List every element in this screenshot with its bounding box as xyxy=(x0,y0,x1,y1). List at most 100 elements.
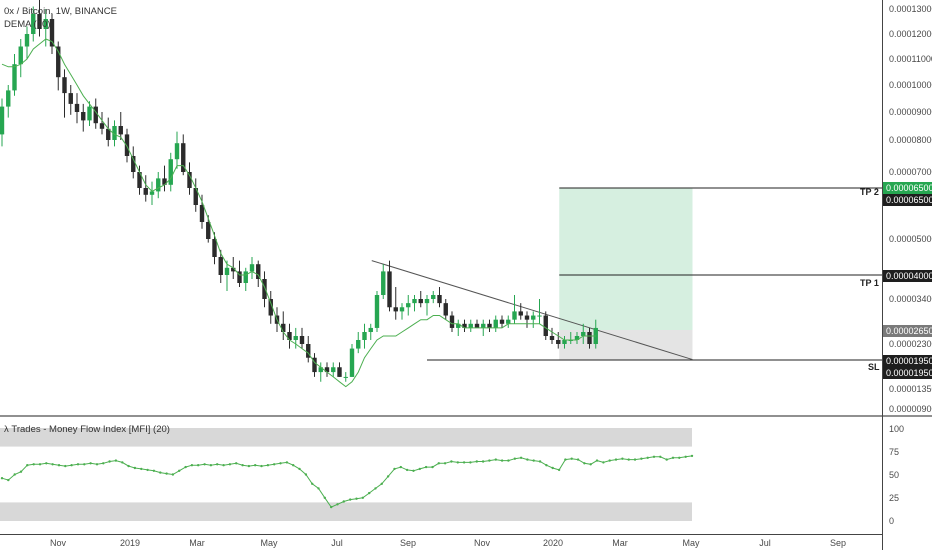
candle-down xyxy=(287,323,292,349)
candle-up xyxy=(574,332,580,344)
target-zone[interactable] xyxy=(559,188,693,330)
mfi-point xyxy=(146,468,149,472)
candle-down xyxy=(393,287,398,320)
candle-up xyxy=(399,303,405,320)
candle-down xyxy=(462,319,467,332)
mfi-point xyxy=(443,462,447,465)
candle-body xyxy=(187,172,192,188)
candle-down xyxy=(268,291,273,324)
mfi-axis[interactable]: 100 75 50 25 0 xyxy=(889,424,904,526)
candle-body xyxy=(299,336,305,344)
candle-up xyxy=(381,264,386,299)
mfi-point xyxy=(51,463,54,466)
candle-down xyxy=(418,291,423,308)
stop-zone[interactable] xyxy=(559,330,693,360)
candle-body xyxy=(462,323,467,328)
mfi-title: λ Trades - Money Flow Index [MFI] (20) xyxy=(4,424,170,435)
time-tick: May xyxy=(260,538,278,548)
candle-down xyxy=(137,165,142,195)
candle-up xyxy=(168,152,173,192)
mfi-point xyxy=(589,463,592,466)
candle-body xyxy=(293,336,298,340)
candle-down xyxy=(262,271,267,308)
mfi-point xyxy=(576,458,580,461)
mfi-point xyxy=(203,463,206,466)
chart-title: 0x / Bitcoin, 1W, BINANCE xyxy=(4,6,117,17)
candle-body xyxy=(87,106,92,121)
mfi-point xyxy=(481,460,485,463)
candle-up xyxy=(349,344,355,377)
candle-up xyxy=(506,315,511,328)
price-tick: 0.00013000 xyxy=(889,4,932,14)
candle-body xyxy=(224,267,230,275)
candle-body xyxy=(449,315,455,328)
price-axis[interactable]: 0.00013000 0.00012000 0.00011000 0.00010… xyxy=(889,4,932,414)
candle-up xyxy=(112,120,117,147)
mfi-point xyxy=(646,456,649,459)
mfi-point xyxy=(57,464,61,467)
candle-body xyxy=(481,323,486,328)
candle-body xyxy=(156,178,161,192)
candle-body xyxy=(518,311,523,316)
candle-up xyxy=(43,9,48,47)
mfi-point xyxy=(292,464,295,467)
candle-down xyxy=(337,362,342,377)
candle-up xyxy=(174,131,180,169)
descending-trendline[interactable] xyxy=(371,260,693,361)
candle-body xyxy=(237,271,242,283)
candle-body xyxy=(468,323,473,328)
candle-body xyxy=(349,348,355,377)
candle-down xyxy=(549,327,555,344)
mfi-point xyxy=(475,460,478,463)
mfi-point xyxy=(260,464,263,468)
candle-body xyxy=(281,323,286,332)
mfi-point xyxy=(19,470,23,473)
candle-down xyxy=(56,41,61,91)
candle-body xyxy=(362,332,367,340)
price-tick: 0.00010000 xyxy=(889,80,932,90)
mfi-point xyxy=(152,469,156,472)
sl-pill-text-2: 0.00001950 xyxy=(886,368,932,378)
candle-up xyxy=(356,332,361,354)
sl-price-pills: 0.00001950 0.00001950 xyxy=(883,355,932,379)
price-pane[interactable] xyxy=(0,0,882,415)
candle-body xyxy=(424,299,430,304)
candle-up xyxy=(362,323,367,349)
candle-up xyxy=(293,327,298,349)
mfi-point xyxy=(304,473,308,476)
candle-down xyxy=(49,14,55,54)
time-tick: Jul xyxy=(331,538,343,548)
candle-down xyxy=(131,146,136,179)
candle-body xyxy=(12,64,17,91)
candle-body xyxy=(537,315,542,317)
candle-up xyxy=(6,85,11,118)
mfi-point xyxy=(108,460,111,463)
candle-down xyxy=(62,69,67,118)
time-tick: May xyxy=(682,538,700,548)
candle-down xyxy=(556,332,561,349)
mfi-point xyxy=(595,459,599,462)
candle-body xyxy=(512,311,517,320)
candle-down xyxy=(306,336,311,363)
mfi-point xyxy=(133,466,137,470)
price-tick: 0.00009000 xyxy=(889,107,932,117)
mfi-point xyxy=(13,473,16,476)
mfi-point xyxy=(640,457,643,460)
time-tick: Sep xyxy=(400,538,416,548)
candle-body xyxy=(543,315,548,336)
time-tick: 2019 xyxy=(120,538,140,548)
candle-down xyxy=(387,260,392,312)
candle-body xyxy=(324,367,330,373)
mfi-point xyxy=(462,461,466,464)
time-axis[interactable]: Nov 2019 Mar May Jul Sep Nov 2020 Mar Ma… xyxy=(50,538,846,548)
candle-up xyxy=(343,372,348,382)
candle-body xyxy=(387,271,392,308)
candle-body xyxy=(443,303,448,316)
mfi-point xyxy=(235,462,238,465)
candle-up xyxy=(406,295,411,316)
indicator-label: DEMA (10) xyxy=(4,19,50,30)
tp2-label: TP 2 xyxy=(860,187,879,197)
candle-body xyxy=(587,332,592,344)
mfi-point xyxy=(241,464,244,467)
candle-up xyxy=(0,98,5,147)
